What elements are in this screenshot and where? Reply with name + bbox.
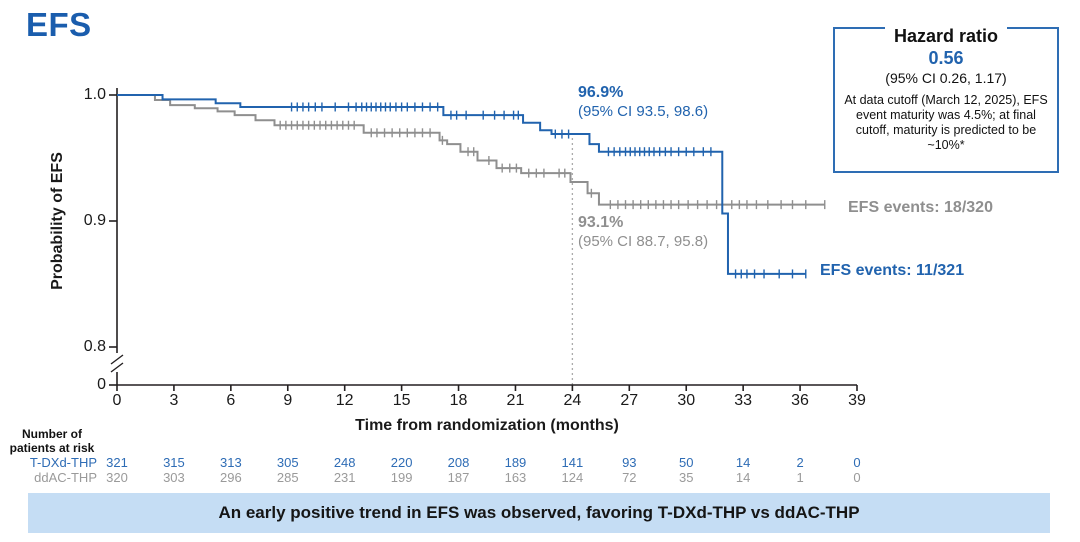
y-tick-label: 1.0 xyxy=(83,86,106,103)
at-risk-row-label: ddAC-THP xyxy=(34,470,97,485)
at-risk-row-T-DXd-THP: T-DXd-THP 321 315 313 305 248 220 208 189 141 93 50… xyxy=(0,455,1080,470)
conclusion-text: An early positive trend in EFS was obser… xyxy=(218,503,860,522)
x-tick-label: 9 xyxy=(283,392,293,409)
at-risk-value: 72 xyxy=(622,470,637,485)
landmark-value-ddac: 93.1% xyxy=(578,214,624,231)
at-risk-header: Number of patients at risk xyxy=(0,427,104,455)
at-risk-value: 0 xyxy=(853,470,861,485)
events-label-ddac: EFS events: 18/320 xyxy=(848,199,993,216)
km-curve-ddAC-THP xyxy=(117,94,825,206)
at-risk-value: 1 xyxy=(796,470,804,485)
x-tick-label: 36 xyxy=(791,392,809,409)
hazard-ratio-box: Hazard ratio 0.56 (95% CI 0.26, 1.17) At… xyxy=(833,25,1059,173)
at-risk-value: 2 xyxy=(796,455,804,470)
hazard-ratio-title: Hazard ratio xyxy=(884,25,1008,47)
km-curve-T-DXd-THP xyxy=(117,94,806,275)
at-risk-value: 296 xyxy=(219,470,242,485)
at-risk-row-label: T-DXd-THP xyxy=(29,455,97,470)
at-risk-value: 199 xyxy=(390,470,413,485)
at-risk-value: 124 xyxy=(561,470,584,485)
at-risk-value: 313 xyxy=(219,455,242,470)
at-risk-value: 285 xyxy=(276,470,299,485)
x-tick-label: 6 xyxy=(226,392,236,409)
at-risk-value: 220 xyxy=(390,455,413,470)
at-risk-row-ddAC-THP: ddAC-THP 320 303 296 285 231 199 187 163 124 72 35 1… xyxy=(0,470,1080,485)
at-risk-header-line1: Number of xyxy=(22,427,82,441)
at-risk-value: 303 xyxy=(163,470,185,485)
at-risk-value: 231 xyxy=(333,470,356,485)
x-tick-label: 30 xyxy=(677,392,696,409)
at-risk-value: 248 xyxy=(333,455,356,470)
x-tick-label: 15 xyxy=(392,392,411,409)
landmark-ci-ddac: (95% CI 88.7, 95.8) xyxy=(578,233,709,250)
landmark-ci-tdxd: (95% CI 93.5, 98.6) xyxy=(578,103,709,120)
x-tick-label: 12 xyxy=(335,392,354,409)
y-tick-label: 0 xyxy=(97,376,106,393)
x-axis-label: Time from randomization (months) xyxy=(355,417,619,434)
at-risk-value: 305 xyxy=(276,455,299,470)
landmark-annotation-ddac: 93.1% (95% CI 88.7, 95.8) xyxy=(578,213,708,251)
at-risk-value: 208 xyxy=(447,455,470,470)
at-risk-value: 14 xyxy=(735,470,751,485)
at-risk-value: 189 xyxy=(504,455,527,470)
at-risk-value: 0 xyxy=(853,455,861,470)
landmark-annotation-tdxd: 96.9% (95% CI 93.5, 98.6) xyxy=(578,83,708,121)
at-risk-value: 315 xyxy=(163,455,185,470)
x-tick-label: 33 xyxy=(734,392,753,409)
at-risk-value: 93 xyxy=(622,455,637,470)
at-risk-value: 187 xyxy=(447,470,470,485)
at-risk-header-line2: patients at risk xyxy=(9,441,95,455)
y-axis-break-mark xyxy=(110,354,124,365)
x-tick-label: 0 xyxy=(112,392,122,409)
x-tick-label: 18 xyxy=(449,392,468,409)
at-risk-value: 50 xyxy=(678,455,694,470)
hazard-ratio-value: 0.56 xyxy=(928,48,964,68)
x-tick-label: 3 xyxy=(169,392,179,409)
landmark-value-tdxd: 96.9% xyxy=(578,84,624,101)
at-risk-value: 320 xyxy=(106,470,128,485)
hazard-ratio-note: At data cutoff (March 12, 2025), EFS eve… xyxy=(844,93,1048,152)
x-tick-label: 39 xyxy=(848,392,866,409)
at-risk-value: 321 xyxy=(106,455,128,470)
x-tick-label: 21 xyxy=(506,392,525,409)
at-risk-value: 141 xyxy=(561,455,584,470)
page-title: EFS xyxy=(26,6,92,43)
x-tick-label: 24 xyxy=(563,392,582,409)
y-axis-break-mark xyxy=(110,362,124,373)
hazard-ratio-ci: (95% CI 0.26, 1.17) xyxy=(885,70,1007,86)
y-tick-label: 0.9 xyxy=(83,212,106,229)
at-risk-value: 163 xyxy=(504,470,527,485)
at-risk-value: 35 xyxy=(678,470,694,485)
events-label-tdxd: EFS events: 11/321 xyxy=(820,262,965,279)
y-tick-label: 0.8 xyxy=(83,338,106,355)
conclusion-banner: An early positive trend in EFS was obser… xyxy=(28,493,1050,533)
at-risk-value: 14 xyxy=(735,455,751,470)
x-tick-label: 27 xyxy=(620,392,639,409)
